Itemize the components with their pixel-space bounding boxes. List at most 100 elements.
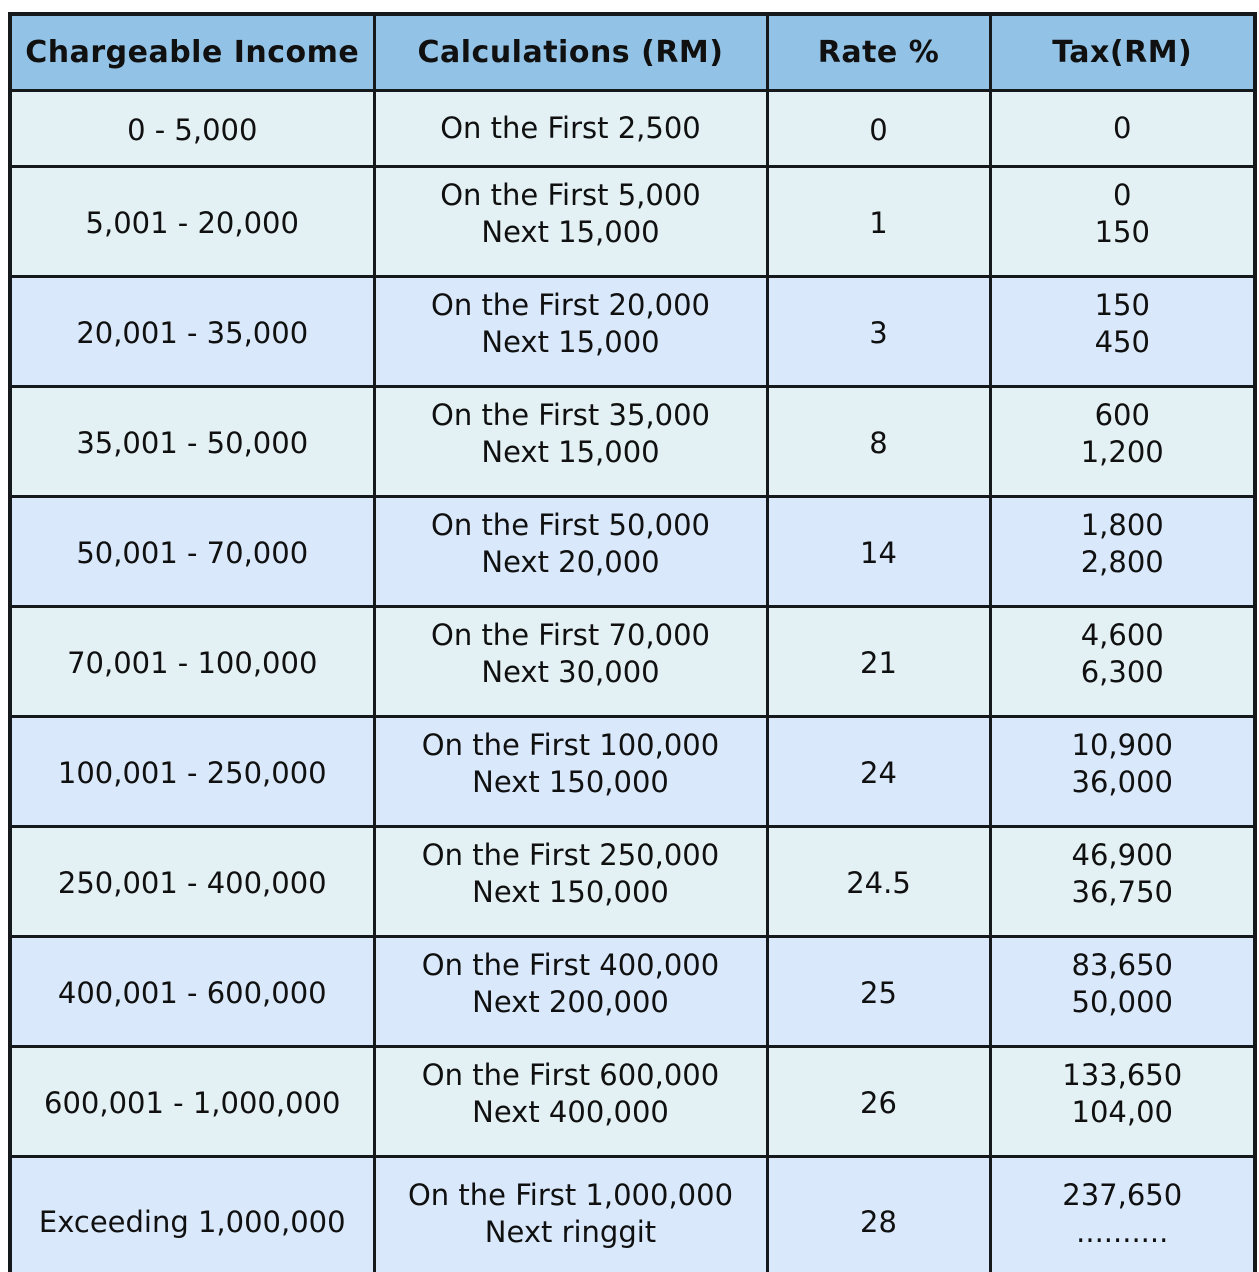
income-value: 250,001 - 400,000	[57, 865, 327, 900]
income-value: 0 - 5,000	[127, 112, 258, 147]
cell-line: 36,000	[1071, 765, 1173, 799]
calculation-cell: On the First 50,000 Next 20,000	[372, 494, 769, 608]
cell-line: On the First 600,000	[421, 1058, 720, 1092]
table-body: 0 - 5,000 On the First 2,500 0 0 5,001 -…	[8, 88, 1257, 1272]
income-cell: 600,001 - 1,000,000	[8, 1044, 376, 1158]
tax-cell: 0 150	[988, 164, 1257, 278]
tax-cell: 237,650..........	[988, 1154, 1257, 1272]
cell-line: Next 20,000	[481, 545, 660, 579]
income-cell: 20,001 - 35,000	[8, 274, 376, 388]
calculation-cell: On the First 250,000 Next 150,000	[372, 824, 769, 938]
income-value: 50,001 - 70,000	[76, 535, 309, 570]
calculation-lines: On the First 20,000 Next 15,000	[377, 287, 764, 361]
cell-line: Next ringgit	[484, 1214, 657, 1249]
rate-cell: 1	[765, 164, 992, 278]
rate-value: 24.5	[846, 865, 911, 900]
income-value: 5,001 - 20,000	[85, 205, 299, 240]
cell-line: Next 15,000	[481, 325, 660, 359]
cell-line: 2,800	[1080, 545, 1164, 579]
calculation-lines: On the First 70,000 Next 30,000	[377, 617, 764, 691]
rate-value: 3	[869, 315, 888, 350]
header-rate: Rate %	[765, 12, 992, 92]
tax-lines: 4,600 6,300	[993, 617, 1252, 691]
tax-lines: 1,800 2,800	[993, 507, 1252, 581]
tax-cell: 1,800 2,800	[988, 494, 1257, 608]
calculation-cell: On the First 600,000 Next 400,000	[372, 1044, 769, 1158]
tax-lines: 46,900 36,750	[993, 837, 1252, 911]
cell-line: 4,600	[1080, 618, 1164, 652]
rate-cell: 26	[765, 1044, 992, 1158]
cell-line: 46,900	[1071, 838, 1173, 872]
income-cell: 250,001 - 400,000	[8, 824, 376, 938]
cell-line: 10,900	[1071, 728, 1173, 762]
table-header-row: Chargeable Income Calculations (RM) Rate…	[8, 12, 1257, 92]
calculation-lines: On the First 600,000 Next 400,000	[377, 1057, 764, 1131]
rate-cell: 24	[765, 714, 992, 828]
rate-value: 21	[860, 645, 897, 680]
cell-line: Next 15,000	[481, 435, 660, 469]
calculation-cell: On the First 1,000,000 Next ringgit	[372, 1154, 769, 1272]
cell-line: Next 400,000	[472, 1095, 669, 1129]
calculation-lines: On the First 250,000 Next 150,000	[377, 837, 764, 911]
cell-line: 6,300	[1080, 655, 1164, 689]
table-row: 5,001 - 20,000 On the First 5,000 Next 15…	[8, 164, 1257, 278]
tax-cell: 133,650 104,00	[988, 1044, 1257, 1158]
cell-line: 450	[1094, 325, 1150, 359]
header-chargeable-income: Chargeable Income	[8, 12, 376, 92]
tax-cell: 600 1,200	[988, 384, 1257, 498]
cell-line: 0	[1113, 178, 1132, 212]
table-row: Exceeding 1,000,000 On the First 1,000,0…	[8, 1154, 1257, 1272]
rate-value: 14	[860, 535, 897, 570]
tax-lines: 0 150	[993, 177, 1252, 251]
cell-line: 36,750	[1071, 875, 1173, 909]
income-value: 20,001 - 35,000	[76, 315, 309, 350]
cell-line: Next 150,000	[472, 875, 669, 909]
table-row: 50,001 - 70,000 On the First 50,000 Next …	[8, 494, 1257, 608]
calculation-cell: On the First 70,000 Next 30,000	[372, 604, 769, 718]
cell-line: 600	[1094, 398, 1150, 432]
cell-line: 1,800	[1080, 508, 1164, 542]
calculation-lines: On the First 1,000,000 Next ringgit	[377, 1177, 764, 1251]
cell-line: 1,200	[1080, 435, 1164, 469]
income-cell: 100,001 - 250,000	[8, 714, 376, 828]
cell-line: On the First 1,000,000	[407, 1177, 734, 1212]
income-cell: Exceeding 1,000,000	[8, 1154, 376, 1272]
tax-rate-table: Chargeable Income Calculations (RM) Rate…	[8, 12, 1257, 1272]
cell-line: 150	[1094, 288, 1150, 322]
income-cell: 0 - 5,000	[8, 88, 376, 168]
rate-value: 24	[860, 755, 897, 790]
rate-cell: 24.5	[765, 824, 992, 938]
calculation-lines: On the First 100,000 Next 150,000	[377, 727, 764, 801]
income-value: 70,001 - 100,000	[67, 645, 318, 680]
cell-line: ..........	[1076, 1214, 1169, 1249]
income-cell: 35,001 - 50,000	[8, 384, 376, 498]
calculation-lines: On the First 50,000 Next 20,000	[377, 507, 764, 581]
income-value: 100,001 - 250,000	[57, 755, 327, 790]
cell-line: On the First 250,000	[421, 838, 720, 872]
cell-line: 133,650	[1062, 1058, 1183, 1092]
income-cell: 70,001 - 100,000	[8, 604, 376, 718]
calculation-cell: On the First 35,000 Next 15,000	[372, 384, 769, 498]
cell-line: Next 30,000	[481, 655, 660, 689]
cell-line: On the First 20,000	[431, 288, 710, 322]
tax-lines: 237,650..........	[993, 1177, 1252, 1251]
table-row: 600,001 - 1,000,000 On the First 600,000…	[8, 1044, 1257, 1158]
rate-cell: 8	[765, 384, 992, 498]
tax-lines: 10,900 36,000	[993, 727, 1252, 801]
income-value: 400,001 - 600,000	[57, 975, 327, 1010]
cell-line: 0	[1113, 110, 1132, 145]
income-cell: 50,001 - 70,000	[8, 494, 376, 608]
calculation-cell: On the First 2,500	[372, 88, 769, 168]
cell-line: On the First 50,000	[431, 508, 710, 542]
header-calculations: Calculations (RM)	[372, 12, 769, 92]
tax-lines: 0	[993, 110, 1252, 147]
tax-cell: 10,900 36,000	[988, 714, 1257, 828]
income-value: 35,001 - 50,000	[76, 425, 309, 460]
table-row: 20,001 - 35,000 On the First 20,000 Next …	[8, 274, 1257, 388]
rate-value: 8	[869, 425, 888, 460]
income-cell: 400,001 - 600,000	[8, 934, 376, 1048]
cell-line: On the First 5,000	[440, 178, 701, 212]
cell-line: 83,650	[1071, 948, 1173, 982]
rate-value: 26	[860, 1085, 897, 1120]
calculation-lines: On the First 2,500	[377, 110, 764, 147]
